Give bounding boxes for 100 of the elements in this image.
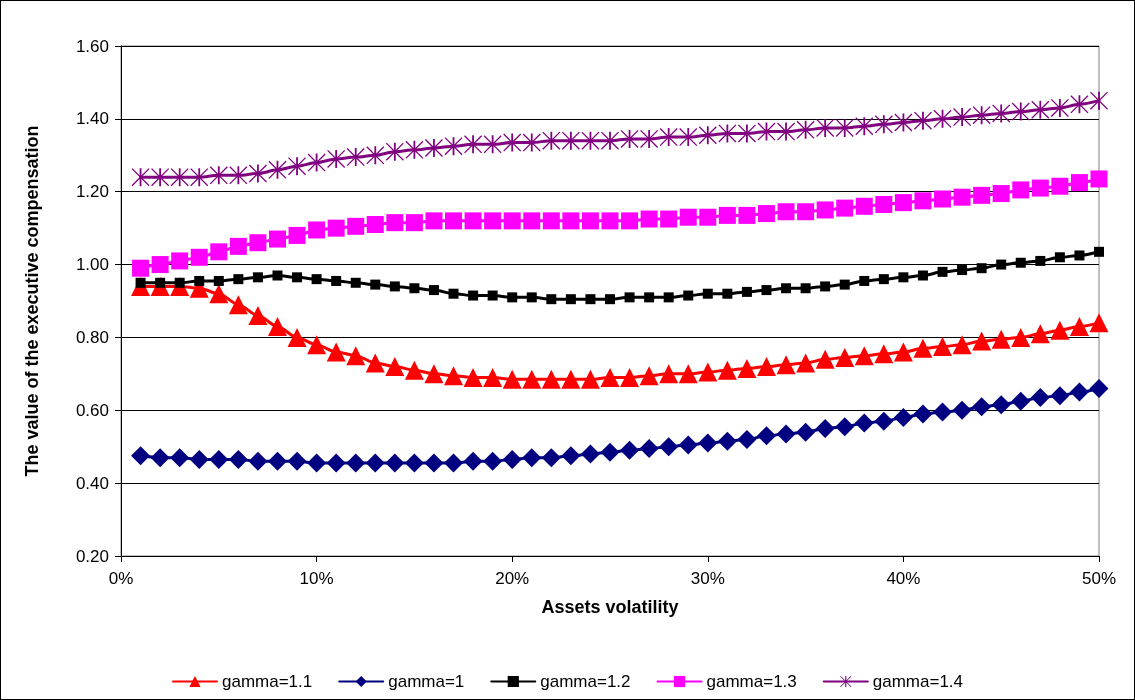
- point: [859, 275, 870, 286]
- point: [640, 210, 658, 228]
- point: [874, 411, 894, 431]
- point: [350, 277, 361, 288]
- point: [777, 203, 795, 221]
- point: [502, 369, 522, 389]
- point: [1030, 388, 1050, 408]
- point: [893, 342, 913, 362]
- y-tick-label: 1.60: [75, 36, 109, 56]
- point: [444, 366, 464, 386]
- y-tick-label: 1.00: [75, 255, 109, 275]
- point: [893, 408, 913, 428]
- point: [917, 270, 928, 281]
- point: [702, 288, 713, 299]
- y-tick-label: 1.20: [75, 182, 109, 202]
- point: [781, 283, 792, 294]
- point: [404, 360, 424, 380]
- x-tick-label: 0%: [108, 569, 134, 588]
- point: [894, 194, 912, 212]
- point: [1090, 170, 1108, 188]
- point: [365, 453, 385, 473]
- point: [580, 444, 600, 464]
- point: [585, 294, 596, 305]
- point: [1035, 255, 1046, 266]
- point: [1070, 174, 1088, 192]
- point: [546, 294, 557, 305]
- point: [483, 368, 503, 387]
- point: [992, 104, 1011, 123]
- point: [972, 106, 991, 125]
- point: [875, 195, 893, 213]
- point: [600, 368, 620, 387]
- point: [288, 226, 306, 244]
- point: [815, 349, 835, 369]
- point: [913, 404, 933, 424]
- x-tick-label: 40%: [886, 569, 921, 588]
- point: [776, 424, 796, 444]
- x-axis-title: Assets volatility: [541, 597, 679, 617]
- point: [737, 124, 756, 143]
- point: [639, 439, 659, 459]
- x-tick-label: 20%: [495, 569, 530, 588]
- legend-label: gamma=1.1: [221, 672, 313, 691]
- point: [1054, 252, 1065, 263]
- point: [738, 206, 756, 224]
- point: [463, 451, 483, 471]
- point: [776, 355, 796, 375]
- point: [683, 290, 694, 301]
- point: [756, 426, 776, 446]
- y-axis-title: The value of the executive compensation: [22, 125, 42, 477]
- point: [252, 272, 263, 283]
- point: [327, 219, 345, 237]
- y-tick-label: 1.40: [75, 109, 109, 129]
- point: [756, 357, 776, 377]
- point: [620, 440, 640, 460]
- point: [678, 435, 698, 455]
- point: [213, 275, 224, 286]
- point: [209, 449, 229, 469]
- point: [757, 205, 775, 223]
- point: [800, 283, 811, 294]
- point: [644, 292, 655, 303]
- point: [972, 397, 992, 417]
- point: [679, 128, 698, 147]
- point: [874, 115, 893, 134]
- y-tick-label: 0.40: [75, 473, 109, 493]
- point: [308, 221, 326, 239]
- point: [992, 185, 1010, 203]
- point: [957, 265, 968, 276]
- point: [722, 288, 733, 299]
- point: [428, 285, 439, 296]
- point: [952, 335, 972, 355]
- point: [233, 274, 244, 285]
- point: [561, 131, 580, 150]
- point: [541, 369, 561, 389]
- point: [820, 281, 831, 292]
- point: [1089, 313, 1109, 333]
- legend-label: gamma=1: [388, 672, 465, 691]
- point: [389, 281, 400, 292]
- point: [523, 212, 541, 230]
- point: [855, 197, 873, 215]
- point: [659, 437, 679, 457]
- point: [542, 212, 560, 230]
- point: [659, 364, 679, 384]
- point: [1015, 257, 1026, 268]
- point: [346, 148, 365, 167]
- point: [385, 142, 404, 161]
- point: [1011, 327, 1031, 347]
- point: [933, 337, 953, 357]
- point: [1030, 324, 1050, 344]
- y-tick-label: 0.60: [75, 400, 109, 420]
- point: [952, 400, 972, 420]
- point: [307, 453, 327, 473]
- point: [639, 366, 659, 386]
- point: [522, 448, 542, 468]
- point: [698, 362, 718, 382]
- point: [448, 288, 459, 299]
- point: [991, 329, 1011, 349]
- point: [444, 453, 464, 473]
- point: [326, 342, 346, 362]
- point: [976, 263, 987, 274]
- point: [229, 237, 247, 255]
- point: [1031, 179, 1049, 197]
